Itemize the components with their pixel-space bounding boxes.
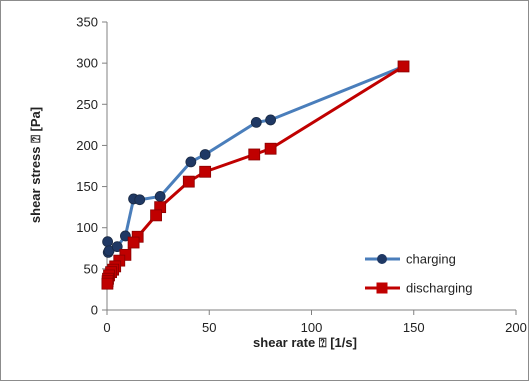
data-point-charging xyxy=(185,156,197,168)
y-tick-label: 0 xyxy=(91,303,98,318)
data-point-discharging xyxy=(182,175,195,188)
x-axis-title: shear rate ⍰ [1/s] xyxy=(253,335,357,350)
legend-marker-charging xyxy=(377,254,387,264)
y-tick-label: 350 xyxy=(76,15,98,30)
y-axis-title: shear stress ⍰ [Pa] xyxy=(28,107,43,223)
series-line-discharging xyxy=(105,65,405,284)
data-point-discharging xyxy=(101,277,114,290)
y-tick-label: 150 xyxy=(76,179,98,194)
data-point-charging xyxy=(265,114,277,126)
data-point-charging xyxy=(154,191,166,202)
x-tick-label: 50 xyxy=(202,320,216,335)
data-point-discharging xyxy=(248,148,261,161)
data-point-discharging xyxy=(127,236,140,249)
x-tick-label: 0 xyxy=(103,320,110,335)
x-tick-label: 100 xyxy=(301,320,323,335)
y-tick-label: 50 xyxy=(84,261,98,276)
data-point-discharging xyxy=(397,60,410,73)
data-point-charging xyxy=(199,149,211,160)
x-tick-label: 200 xyxy=(505,320,527,335)
data-point-charging xyxy=(250,116,262,128)
y-tick-label: 200 xyxy=(76,138,98,153)
legend: charging discharging xyxy=(365,252,473,296)
data-point-discharging xyxy=(199,165,212,178)
x-tick-label: 150 xyxy=(403,320,425,335)
data-point-discharging xyxy=(150,209,162,222)
series-layer xyxy=(101,60,410,290)
data-point-charging xyxy=(102,236,114,248)
legend-marker-discharging xyxy=(376,282,388,294)
legend-label-charging: charging xyxy=(406,252,456,267)
y-tick-label: 250 xyxy=(76,97,98,112)
y-tick-label: 300 xyxy=(76,56,98,71)
axes: 0 50 100 150 200 250 300 350 0 50 100 150 200 xyxy=(76,15,527,336)
y-tick-label: 100 xyxy=(76,220,98,235)
data-point-discharging xyxy=(264,142,277,155)
data-point-charging xyxy=(134,194,146,206)
legend-label-discharging: discharging xyxy=(406,281,473,296)
